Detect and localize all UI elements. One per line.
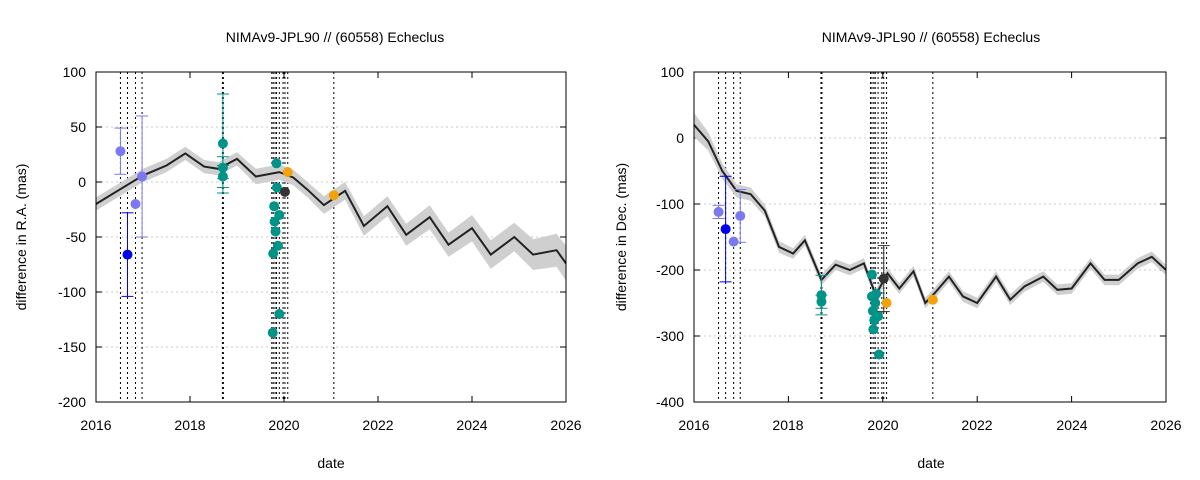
chart-dec-grid bbox=[693, 71, 1167, 403]
chart-dec-point bbox=[873, 311, 884, 322]
chart-ra-point bbox=[130, 199, 141, 209]
chart-ra-ytick: -200 bbox=[58, 394, 86, 410]
chart-ra-vlines bbox=[119, 72, 335, 402]
chart-ra-point bbox=[271, 158, 282, 169]
chart-ra-y-ticks: 100 50 0 -50 -100 -150 -200 bbox=[58, 64, 86, 410]
chart-ra-point bbox=[122, 249, 133, 260]
chart-dec-title: NIMAv9-JPL90 // (60558) Echeclus bbox=[822, 29, 1040, 45]
chart-ra-ytick: -50 bbox=[66, 229, 86, 245]
chart-dec-x-ticks: 2016 2018 2020 2022 2024 2026 bbox=[678, 417, 1181, 433]
chart-dec-point bbox=[720, 224, 731, 235]
chart-ra-point bbox=[268, 248, 279, 259]
chart-dec-point bbox=[874, 349, 885, 360]
chart-dec-point bbox=[878, 273, 889, 284]
chart-dec-ytick: 100 bbox=[661, 64, 685, 80]
chart-ra-xlabel: date bbox=[317, 455, 344, 471]
chart-dec-xlabel: date bbox=[917, 455, 944, 471]
chart-dec-point bbox=[870, 298, 881, 308]
chart-ra-point bbox=[137, 171, 148, 182]
chart-ra-point bbox=[328, 190, 339, 201]
chart-dec: NIMAv9-JPL90 // (60558) Echeclus 100 0 -… bbox=[613, 29, 1182, 471]
chart-dec-y-ticks: 100 0 -100 -200 -300 -400 bbox=[656, 64, 684, 410]
chart-ra-xtick: 2016 bbox=[80, 417, 111, 433]
chart-ra-model-band bbox=[96, 146, 566, 281]
chart-ra-xtick: 2020 bbox=[268, 417, 299, 433]
chart-dec-point bbox=[713, 206, 724, 217]
chart-ra-point bbox=[272, 240, 283, 251]
chart-ra-points bbox=[114, 93, 339, 338]
chart-dec-xtick: 2018 bbox=[772, 417, 803, 433]
chart-ra-point bbox=[279, 186, 290, 197]
chart-ra-ytick: -150 bbox=[58, 339, 86, 355]
chart-dec-point bbox=[728, 236, 739, 247]
chart-ra-frame bbox=[95, 71, 567, 403]
chart-ra-point bbox=[274, 210, 285, 220]
chart-dec-model-line bbox=[693, 124, 1167, 305]
chart-dec-xtick: 2024 bbox=[1056, 417, 1087, 433]
chart-ra-point bbox=[282, 167, 293, 178]
chart-ra-xtick: 2022 bbox=[362, 417, 393, 433]
chart-ra-xtick: 2026 bbox=[550, 417, 581, 433]
chart-ra-x-ticks: 2016 2018 2020 2022 2024 2026 bbox=[80, 417, 581, 433]
chart-ra-ytick: 100 bbox=[63, 64, 87, 80]
chart-ra-point bbox=[269, 201, 280, 212]
chart-dec-point bbox=[735, 210, 746, 221]
chart-ra-ytick: 50 bbox=[70, 119, 86, 135]
chart-ra: NIMAv9-JPL90 // (60558) Echeclus 100 50 … bbox=[13, 29, 582, 471]
chart-dec-xtick: 2020 bbox=[867, 417, 898, 433]
chart-dec-point bbox=[868, 324, 879, 335]
chart-dec-ytick: -400 bbox=[656, 394, 684, 410]
chart-ra-ytick: 0 bbox=[78, 174, 86, 190]
chart-ra-point bbox=[217, 171, 228, 182]
chart-ra-point bbox=[217, 138, 228, 149]
chart-dec-xtick: 2016 bbox=[678, 417, 709, 433]
chart-dec-ytick: -300 bbox=[656, 328, 684, 344]
chart-dec-frame bbox=[693, 71, 1167, 403]
chart-ra-point bbox=[115, 146, 126, 157]
chart-dec-point bbox=[927, 294, 938, 305]
chart-dec-ytick: -100 bbox=[656, 196, 684, 212]
chart-ra-point bbox=[274, 309, 285, 319]
chart-dec-ytick: -200 bbox=[656, 262, 684, 278]
chart-dec-model-curve bbox=[693, 124, 1167, 305]
chart-ra-model-line bbox=[95, 152, 567, 264]
chart-dec-points bbox=[712, 175, 938, 360]
chart-dec-vlines bbox=[718, 72, 934, 402]
chart-ra-xtick: 2018 bbox=[174, 417, 205, 433]
chart-ra-title: NIMAv9-JPL90 // (60558) Echeclus bbox=[226, 29, 444, 45]
chart-dec-point bbox=[816, 296, 827, 307]
chart-dec-point bbox=[881, 298, 892, 308]
chart-dec-point bbox=[866, 269, 877, 280]
chart-ra-point bbox=[270, 226, 281, 237]
chart-ra-model-curve bbox=[95, 152, 567, 264]
chart-ra-point bbox=[267, 327, 278, 338]
chart-dec-xtick: 2022 bbox=[961, 417, 992, 433]
chart-dec-xtick: 2026 bbox=[1150, 417, 1181, 433]
chart-dec-ytick: 0 bbox=[676, 130, 684, 146]
chart-ra-ylabel: difference in R.A. (mas) bbox=[13, 164, 29, 311]
chart-dec-ylabel: difference in Dec. (mas) bbox=[613, 163, 629, 311]
chart-ra-xtick: 2024 bbox=[456, 417, 487, 433]
chart-ra-uncertainty-band bbox=[96, 146, 566, 281]
chart-ra-point bbox=[271, 182, 282, 193]
chart-dec-point bbox=[871, 288, 882, 299]
chart-ra-ytick: -100 bbox=[58, 284, 86, 300]
